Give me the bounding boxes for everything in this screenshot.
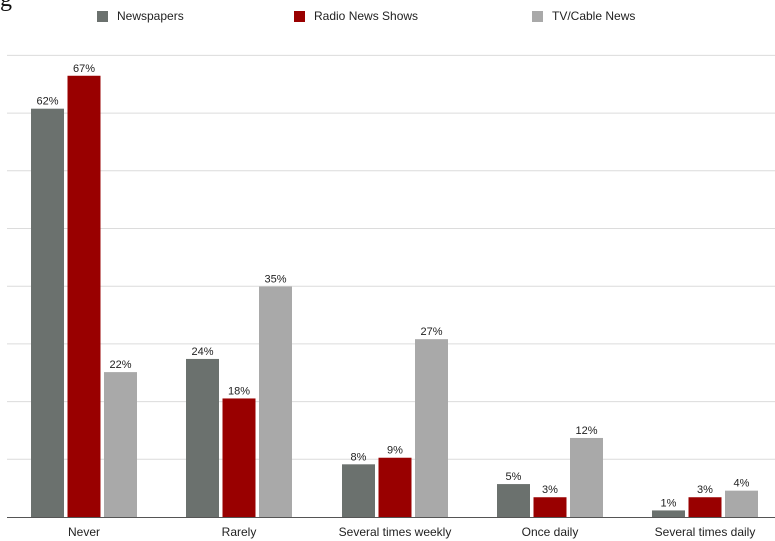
bar <box>652 510 685 517</box>
title-fragment: g <box>0 0 12 13</box>
data-label: 9% <box>387 445 403 457</box>
data-label: 12% <box>575 425 597 437</box>
bar <box>342 464 375 517</box>
legend-item: Radio News Shows <box>294 9 418 23</box>
x-tick-label: Once daily <box>522 525 579 539</box>
x-tick-label: Several times weekly <box>339 525 452 539</box>
legend-label: TV/Cable News <box>552 9 636 23</box>
legend-item: TV/Cable News <box>532 9 635 23</box>
bar <box>725 490 758 517</box>
legend-label: Radio News Shows <box>314 9 419 23</box>
data-label: 4% <box>734 478 750 490</box>
bar <box>104 372 137 517</box>
bar <box>570 437 603 517</box>
bar <box>497 484 530 517</box>
x-tick-label: Several times daily <box>655 525 756 539</box>
data-label: 5% <box>506 471 522 483</box>
bar <box>186 358 219 517</box>
data-label: 24% <box>191 346 213 358</box>
data-label: 22% <box>109 359 131 371</box>
bar <box>688 497 722 517</box>
legend: Newspapers Radio News Shows TV/Cable News <box>0 9 775 27</box>
data-label: 3% <box>697 484 713 496</box>
bar <box>259 286 292 517</box>
bar <box>67 75 101 517</box>
legend-swatch <box>294 10 305 22</box>
x-tick-label: Rarely <box>222 525 257 539</box>
bar <box>222 398 256 517</box>
data-label: 35% <box>264 274 286 286</box>
legend-item: Newspapers <box>97 9 184 23</box>
bar <box>415 339 448 517</box>
data-label: 8% <box>351 451 367 463</box>
x-tick-label: Never <box>68 525 100 539</box>
bar <box>31 108 64 517</box>
legend-swatch <box>97 10 108 22</box>
data-label: 18% <box>228 385 250 397</box>
legend-label: Newspapers <box>117 9 184 23</box>
legend-swatch <box>532 10 543 22</box>
data-label: 1% <box>661 497 677 509</box>
bar <box>533 497 567 517</box>
bar <box>378 457 412 517</box>
data-label: 27% <box>420 326 442 338</box>
data-label: 62% <box>36 96 58 108</box>
data-label: 67% <box>73 63 95 75</box>
data-label: 3% <box>542 484 558 496</box>
